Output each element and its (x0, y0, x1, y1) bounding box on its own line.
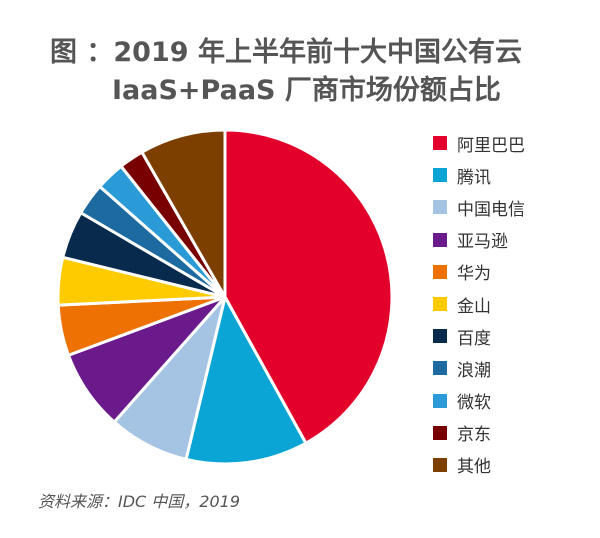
legend-label: 中国电信 (457, 199, 525, 220)
legend-item: 浪潮 (433, 352, 525, 384)
legend-item: 其他 (433, 449, 525, 481)
legend-swatch (433, 361, 447, 376)
pie-slice-0 (223, 128, 394, 445)
legend-label: 金山 (457, 296, 491, 317)
legend-label: 浪潮 (457, 360, 491, 381)
legend-item: 亚马逊 (433, 224, 525, 256)
legend-item: 华为 (433, 256, 525, 288)
legend-label: 腾讯 (457, 167, 491, 188)
legend-label: 亚马逊 (457, 232, 508, 253)
legend-label: 京东 (457, 425, 491, 446)
legend-item: 腾讯 (433, 159, 525, 191)
legend-item: 阿里巴巴 (433, 127, 525, 159)
legend-label: 阿里巴巴 (457, 135, 525, 156)
legend-item: 京东 (433, 417, 525, 449)
legend-swatch (433, 425, 447, 440)
legend-swatch (433, 393, 447, 408)
legend-swatch (433, 329, 447, 344)
chart-title: 图 ：2019 年上半年前十大中国公有云 (50, 37, 522, 68)
legend-swatch (433, 168, 447, 183)
source-note: 资料来源：IDC 中国，2019 (38, 492, 241, 511)
legend-label: 微软 (457, 393, 491, 414)
legend-item: 微软 (433, 385, 525, 417)
legend-swatch (433, 200, 447, 215)
legend-swatch (433, 297, 447, 312)
chart-subtitle: IaaS+PaaS 厂商市场份额占比 (112, 75, 501, 106)
legend-item: 中国电信 (433, 191, 525, 223)
legend-label: 其他 (457, 457, 491, 478)
legend-item: 金山 (433, 288, 525, 320)
legend-swatch (433, 457, 447, 472)
legend-swatch (433, 136, 447, 151)
legend-swatch (433, 264, 447, 279)
pie-slice-10 (140, 128, 227, 299)
legend-label: 华为 (457, 264, 491, 285)
legend-item: 百度 (433, 320, 525, 352)
legend-label: 百度 (457, 328, 491, 349)
legend: 阿里巴巴腾讯中国电信亚马逊华为金山百度浪潮微软京东其他 (433, 127, 525, 481)
legend-swatch (433, 232, 447, 247)
